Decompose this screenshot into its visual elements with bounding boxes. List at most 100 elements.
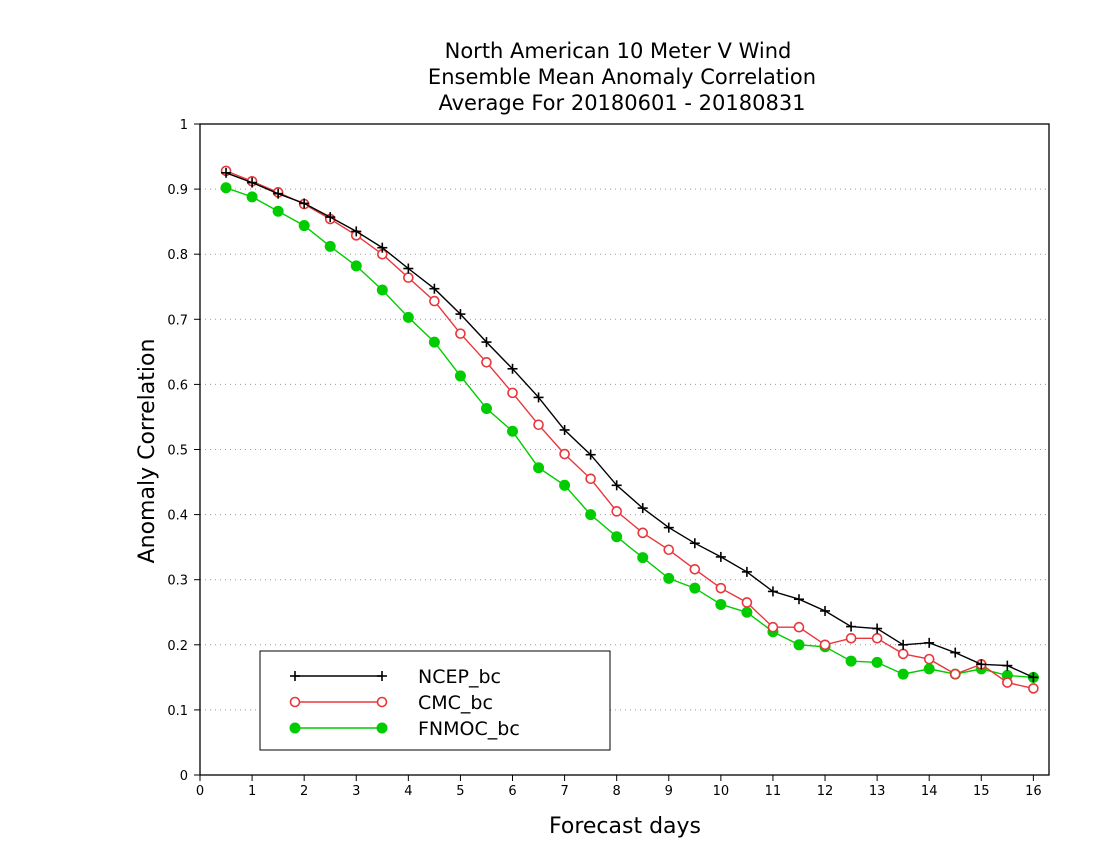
point-ncep-bc-13 — [559, 424, 570, 435]
point-ncep-bc-9 — [455, 309, 466, 320]
y-tick-label-7: 0.7 — [167, 313, 188, 328]
point-ncep-bc-7 — [403, 263, 414, 274]
point-fnmoc-bc-6 — [376, 284, 388, 296]
x-tick-label-6: 6 — [508, 784, 516, 799]
point-ncep-bc-26 — [898, 639, 909, 650]
data-series — [220, 165, 1039, 694]
point-fnmoc-bc-27 — [923, 663, 935, 675]
series-line-ncep-bc — [225, 172, 1034, 679]
point-fnmoc-bc-14 — [585, 509, 597, 521]
point-fnmoc-bc-11 — [507, 425, 519, 437]
point-ncep-bc-3 — [299, 198, 310, 209]
y-tick-label-6: 0.6 — [167, 378, 188, 393]
point-fnmoc-bc-16 — [637, 552, 649, 564]
axes — [194, 123, 1050, 781]
point-cmc-bc-28 — [949, 668, 961, 680]
point-fnmoc-bc-15 — [611, 531, 623, 543]
point-ncep-bc-8 — [429, 283, 440, 294]
point-ncep-bc-25 — [872, 623, 883, 634]
point-cmc-bc-13 — [559, 448, 570, 460]
y-axis-label: Anomaly Correlation — [135, 339, 160, 564]
point-ncep-bc-11 — [507, 363, 518, 374]
legend-box — [259, 650, 611, 751]
point-ncep-bc-6 — [377, 242, 388, 253]
point-ncep-bc-31 — [1028, 672, 1039, 683]
point-fnmoc-bc-25 — [871, 656, 883, 668]
point-fnmoc-bc-4 — [324, 240, 336, 252]
x-tick-label-7: 7 — [560, 784, 568, 799]
point-cmc-bc-26 — [897, 648, 909, 660]
chart-title-line-3: Average For 20180601 - 20180831 — [438, 91, 805, 115]
point-ncep-bc-24 — [846, 621, 857, 632]
point-fnmoc-bc-10 — [480, 402, 492, 414]
x-axis-label: Forecast days — [549, 814, 701, 839]
legend-item-fnmoc-bc: FNMOC_bc — [289, 718, 520, 740]
series-ncep-bc — [221, 167, 1039, 683]
x-tick-label-5: 5 — [456, 784, 464, 799]
point-ncep-bc-10 — [481, 337, 492, 348]
series-line-fnmoc-bc — [225, 187, 1034, 679]
legend-marker-start-fnmoc-bc — [289, 722, 301, 734]
point-cmc-bc-23 — [819, 639, 831, 651]
series-line-cmc-bc — [225, 170, 1034, 690]
point-fnmoc-bc-20 — [741, 606, 753, 618]
point-cmc-bc-27 — [923, 653, 935, 665]
legend-marker-end-cmc-bc — [376, 696, 388, 708]
legend-marker-start-cmc-bc — [289, 696, 301, 708]
point-ncep-bc-14 — [585, 449, 596, 460]
y-tick-label-5: 0.5 — [167, 444, 188, 459]
point-fnmoc-bc-9 — [454, 370, 466, 382]
legend: NCEP_bc CMC_bc FNMOC_bc — [259, 650, 611, 751]
point-ncep-bc-16 — [637, 503, 648, 514]
legend-item-ncep-bc: NCEP_bc — [290, 666, 501, 688]
point-cmc-bc-31 — [1028, 683, 1039, 694]
point-ncep-bc-1 — [247, 177, 258, 188]
y-tick-label-2: 0.2 — [167, 639, 188, 654]
point-cmc-bc-18 — [689, 563, 701, 575]
x-tick-label-8: 8 — [613, 784, 621, 799]
legend-marker-start-ncep-bc — [290, 671, 300, 681]
x-tick-label-14: 14 — [921, 784, 938, 799]
point-fnmoc-bc-1 — [246, 191, 258, 203]
point-cmc-bc-7 — [403, 272, 414, 283]
point-cmc-bc-21 — [767, 621, 779, 633]
point-fnmoc-bc-0 — [220, 182, 232, 194]
legend-label-fnmoc-bc: FNMOC_bc — [418, 718, 520, 740]
point-fnmoc-bc-7 — [402, 311, 414, 323]
grid-lines — [200, 188, 1049, 711]
point-cmc-bc-9 — [455, 328, 466, 339]
legend-item-cmc-bc: CMC_bc — [289, 692, 493, 714]
point-fnmoc-bc-12 — [533, 462, 545, 474]
point-cmc-bc-12 — [533, 419, 544, 431]
point-cmc-bc-10 — [481, 356, 492, 368]
x-tick-label-4: 4 — [404, 784, 412, 799]
chart-title-line-2: Ensemble Mean Anomaly Correlation — [428, 65, 816, 89]
series-cmc-bc — [220, 165, 1039, 694]
point-ncep-bc-4 — [325, 212, 336, 223]
point-cmc-bc-8 — [429, 295, 440, 307]
point-cmc-bc-30 — [1002, 677, 1013, 688]
point-fnmoc-bc-8 — [428, 336, 440, 348]
x-tick-label-13: 13 — [869, 784, 886, 799]
x-tick-label-11: 11 — [765, 784, 782, 799]
point-fnmoc-bc-26 — [897, 668, 909, 680]
point-ncep-bc-0 — [221, 167, 232, 178]
y-tick-label-0: 0 — [180, 769, 188, 784]
point-cmc-bc-25 — [871, 632, 883, 644]
series-fnmoc-bc — [220, 182, 1039, 683]
legend-marker-end-ncep-bc — [377, 671, 387, 681]
point-fnmoc-bc-22 — [793, 639, 805, 651]
point-cmc-bc-11 — [507, 387, 518, 399]
point-ncep-bc-12 — [533, 392, 544, 403]
x-tick-label-1: 1 — [248, 784, 256, 799]
point-fnmoc-bc-24 — [845, 655, 857, 667]
x-tick-label-12: 12 — [817, 784, 834, 799]
y-tick-label-8: 0.8 — [167, 248, 188, 263]
point-cmc-bc-17 — [663, 544, 675, 556]
point-cmc-bc-15 — [611, 506, 622, 517]
point-ncep-bc-15 — [611, 480, 622, 491]
legend-marker-end-fnmoc-bc — [376, 722, 388, 734]
point-ncep-bc-5 — [351, 226, 362, 237]
point-ncep-bc-21 — [767, 586, 778, 597]
